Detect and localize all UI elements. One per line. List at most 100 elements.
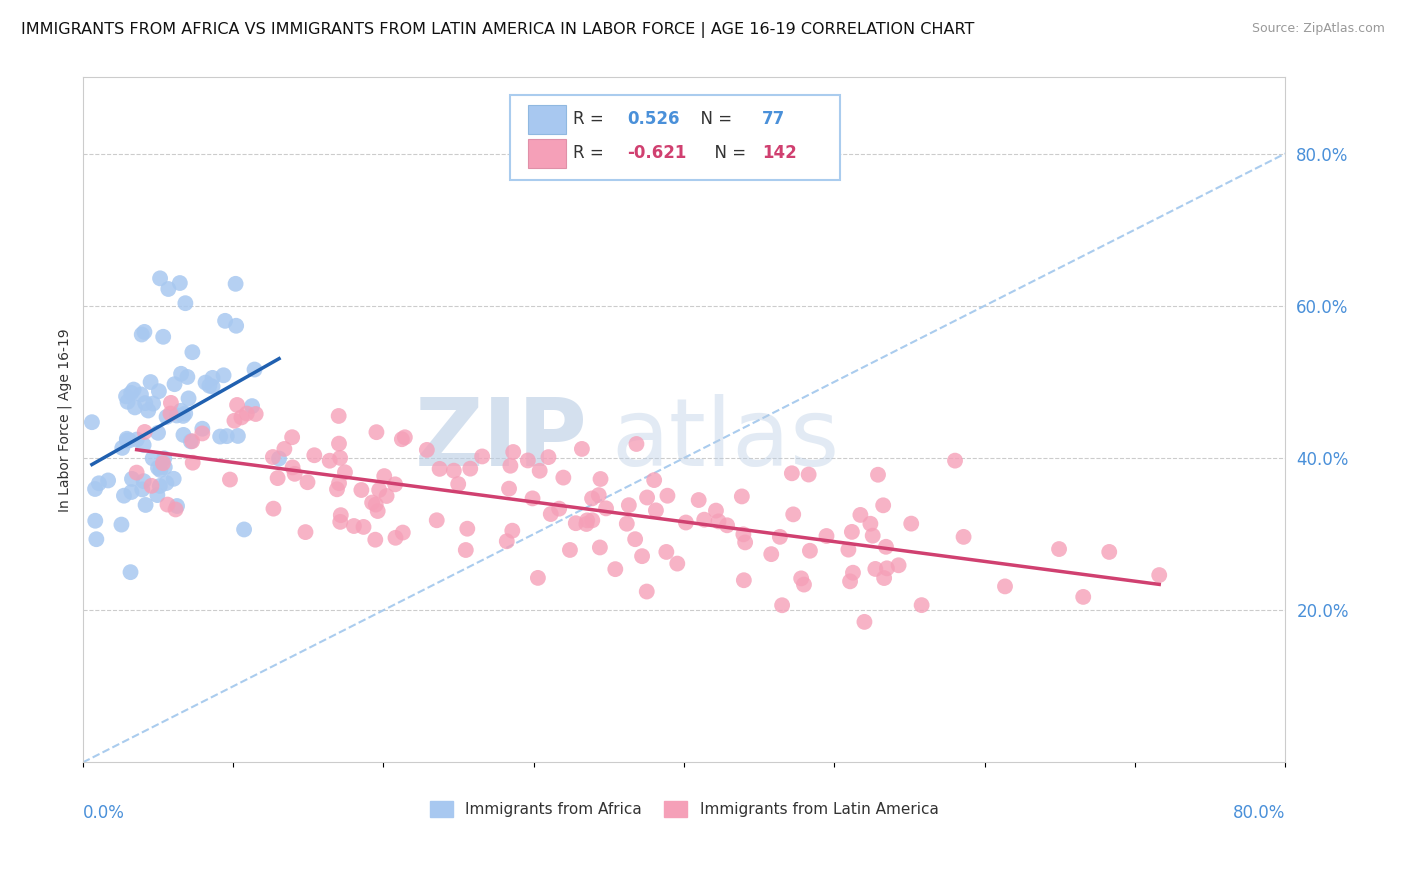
Point (284, 467, 307, 481)
Point (329, 508, 352, 523)
Point (731, 490, 754, 504)
Point (458, 461, 481, 475)
Point (84, 482, 107, 496)
Point (267, 451, 290, 466)
Point (191, 426, 214, 441)
Point (142, 451, 165, 466)
Point (815, 529, 838, 543)
Point (201, 379, 224, 393)
Point (782, 508, 804, 522)
Point (581, 491, 603, 506)
Text: 0.0%: 0.0% (83, 804, 125, 822)
Point (194, 376, 217, 390)
Point (368, 483, 391, 497)
Point (1047, 542, 1070, 557)
Point (657, 489, 679, 503)
Point (166, 409, 188, 423)
Text: Source: ZipAtlas.com: Source: ZipAtlas.com (1251, 22, 1385, 36)
Point (122, 383, 145, 397)
Point (394, 430, 416, 444)
Text: ZIP: ZIP (415, 394, 588, 486)
Point (181, 345, 204, 359)
Point (375, 489, 398, 503)
Point (793, 577, 815, 591)
Point (636, 584, 658, 599)
Point (876, 561, 898, 575)
Point (797, 467, 820, 482)
Point (565, 516, 588, 531)
Point (366, 425, 388, 440)
Point (910, 598, 932, 612)
Point (693, 513, 716, 527)
Point (174, 296, 197, 310)
Point (373, 469, 395, 483)
Point (215, 429, 238, 443)
Point (384, 531, 406, 545)
Point (328, 436, 350, 450)
Point (558, 543, 581, 558)
Point (134, 396, 156, 410)
Point (124, 401, 146, 415)
Point (163, 472, 186, 486)
Point (225, 318, 247, 333)
Text: N =: N = (704, 145, 752, 162)
Point (799, 543, 821, 558)
Point (353, 520, 375, 534)
Point (770, 599, 793, 613)
Point (134, 425, 156, 439)
Point (134, 325, 156, 339)
Point (142, 396, 165, 410)
Point (326, 483, 349, 497)
Point (163, 377, 186, 392)
Point (589, 541, 612, 555)
Point (172, 428, 194, 442)
Point (157, 282, 180, 296)
Point (281, 460, 304, 475)
Point (226, 398, 249, 412)
Point (872, 498, 894, 512)
Point (297, 475, 319, 490)
Point (837, 542, 859, 557)
Point (146, 461, 169, 475)
Point (120, 485, 142, 500)
Point (862, 529, 884, 543)
Point (155, 476, 177, 491)
Point (233, 523, 256, 537)
Point (865, 562, 887, 576)
Point (575, 516, 598, 531)
Point (174, 407, 197, 421)
Point (866, 467, 889, 482)
Point (994, 579, 1017, 593)
Point (120, 565, 142, 579)
Point (153, 460, 176, 475)
Point (165, 502, 187, 516)
Point (780, 467, 803, 481)
Text: atlas: atlas (612, 394, 841, 486)
Point (121, 472, 143, 486)
Point (501, 524, 523, 538)
Point (416, 442, 439, 457)
Point (943, 453, 966, 467)
Point (97, 474, 120, 488)
Point (636, 491, 658, 505)
Point (733, 573, 755, 587)
Point (624, 532, 647, 546)
Point (84, 514, 107, 528)
Point (548, 501, 571, 516)
Point (129, 387, 152, 401)
Point (498, 482, 520, 496)
Point (152, 456, 174, 470)
Point (887, 558, 910, 573)
Point (581, 513, 603, 527)
Text: R =: R = (574, 111, 609, 128)
Point (115, 389, 138, 403)
Point (733, 527, 755, 541)
Point (294, 525, 316, 540)
Point (643, 473, 665, 487)
Point (329, 515, 352, 529)
Point (841, 524, 863, 539)
Point (125, 433, 148, 447)
Point (391, 432, 413, 446)
Point (262, 501, 284, 516)
Point (529, 464, 551, 478)
